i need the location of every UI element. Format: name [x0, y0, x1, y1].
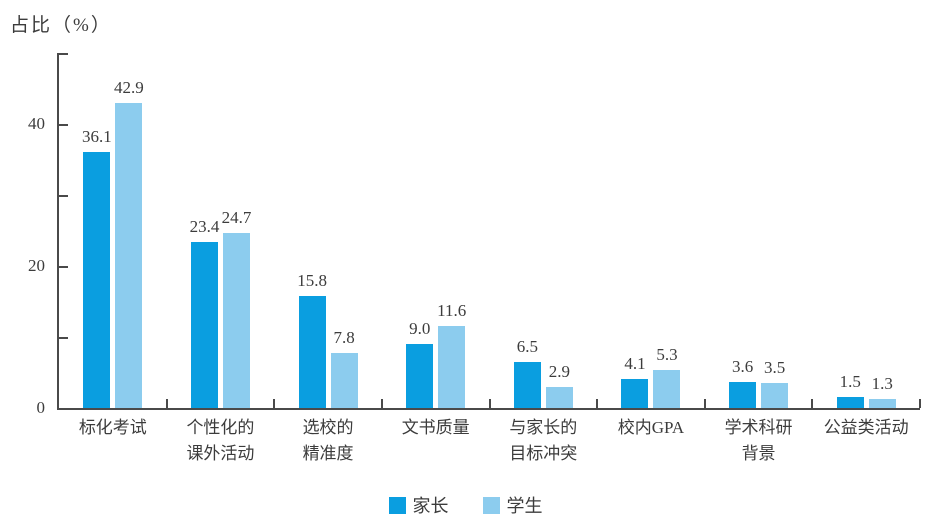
bar [761, 383, 789, 408]
category-label-line: 校内GPA [617, 418, 685, 437]
y-axis-tick [59, 337, 68, 339]
x-axis-tick [380, 399, 383, 408]
category-label: 标化考试 [79, 415, 147, 441]
bar [406, 344, 434, 408]
bar-value-label: 9.0 [409, 319, 431, 339]
category-label-line: 个性化的 [186, 418, 255, 437]
x-axis-tick [596, 399, 599, 408]
bar [298, 295, 326, 408]
x-axis-tick [811, 399, 814, 408]
bar-value-label: 23.4 [189, 216, 220, 236]
bar-value-label: 7.8 [333, 327, 355, 347]
bar-value-label: 3.5 [763, 358, 786, 378]
bar [513, 361, 541, 408]
category-label-line: 标化考试 [78, 418, 147, 437]
bar-value-label: 6.5 [516, 336, 538, 356]
legend: 家长 学生 [0, 492, 931, 518]
category-label: 文书质量 [402, 415, 470, 441]
y-axis-tick [59, 124, 68, 126]
category-label-line: 目标冲突 [509, 444, 578, 463]
bar-value-label: 5.3 [656, 345, 678, 365]
category-label: 公益类活动 [824, 415, 909, 441]
x-axis-tick [703, 399, 706, 408]
bar [653, 370, 681, 408]
bar [330, 352, 358, 408]
bar [222, 232, 250, 408]
category-label-line: 课外活动 [186, 444, 255, 463]
bar [438, 325, 466, 408]
bar [190, 241, 218, 408]
bar [115, 103, 143, 408]
legend-swatch [482, 496, 500, 514]
y-axis-tick [59, 195, 68, 197]
bar-value-label: 11.6 [437, 300, 467, 320]
category-label-line: 背景 [741, 444, 776, 463]
category-label-line: 精准度 [302, 444, 354, 463]
category-label-line: 学术科研 [724, 418, 793, 437]
category-label-line: 选校的 [302, 418, 354, 437]
category-label: 学术科研 背景 [725, 415, 793, 467]
y-axis-tick-label: 20 [28, 256, 45, 275]
legend-item: 学生 [482, 492, 543, 518]
category-label: 选校的 精准度 [303, 415, 354, 467]
bar-value-label: 1.5 [839, 372, 861, 392]
bar-value-label: 3.6 [731, 357, 754, 377]
bar [868, 398, 896, 408]
bar-value-label: 2.9 [548, 362, 570, 382]
bar-value-label: 36.1 [81, 126, 112, 146]
bar-value-label: 1.3 [871, 373, 893, 393]
legend-label: 学生 [506, 496, 543, 516]
category-label: 校内GPA [618, 415, 684, 441]
category-label-line: 文书质量 [401, 418, 470, 437]
bar-value-label: 24.7 [221, 207, 252, 227]
legend-item: 家长 [388, 492, 449, 518]
legend-label: 家长 [412, 496, 449, 516]
bar [729, 382, 757, 408]
y-axis-tick [59, 53, 68, 55]
x-axis-tick [165, 399, 168, 408]
legend-swatch [388, 496, 406, 514]
plot-area: 0 20 40 36.1 42.9 标化考试 23.4 24.7 个性化的课外活动 15.8 7.8… [28, 53, 921, 463]
category-label-line: 公益类活动 [823, 418, 909, 437]
y-axis-tick [59, 266, 68, 268]
y-axis-tick-label: 0 [36, 398, 46, 417]
bar-value-label: 4.1 [624, 353, 646, 373]
bar [545, 387, 573, 408]
y-axis-title: 占比（%） [10, 15, 112, 36]
bar-value-label: 42.9 [113, 78, 144, 98]
bar [83, 151, 111, 408]
y-axis-tick-label: 40 [28, 114, 45, 133]
category-label: 个性化的 课外活动 [186, 415, 254, 467]
bar [836, 397, 864, 408]
x-axis-tick [488, 399, 491, 408]
category-label-line: 与家长的 [509, 418, 578, 437]
bar [621, 378, 649, 408]
x-axis-tick [273, 399, 276, 408]
x-axis-tick [919, 399, 921, 408]
bar-value-label: 15.8 [297, 270, 327, 290]
category-label: 与家长的 目标冲突 [509, 415, 577, 467]
